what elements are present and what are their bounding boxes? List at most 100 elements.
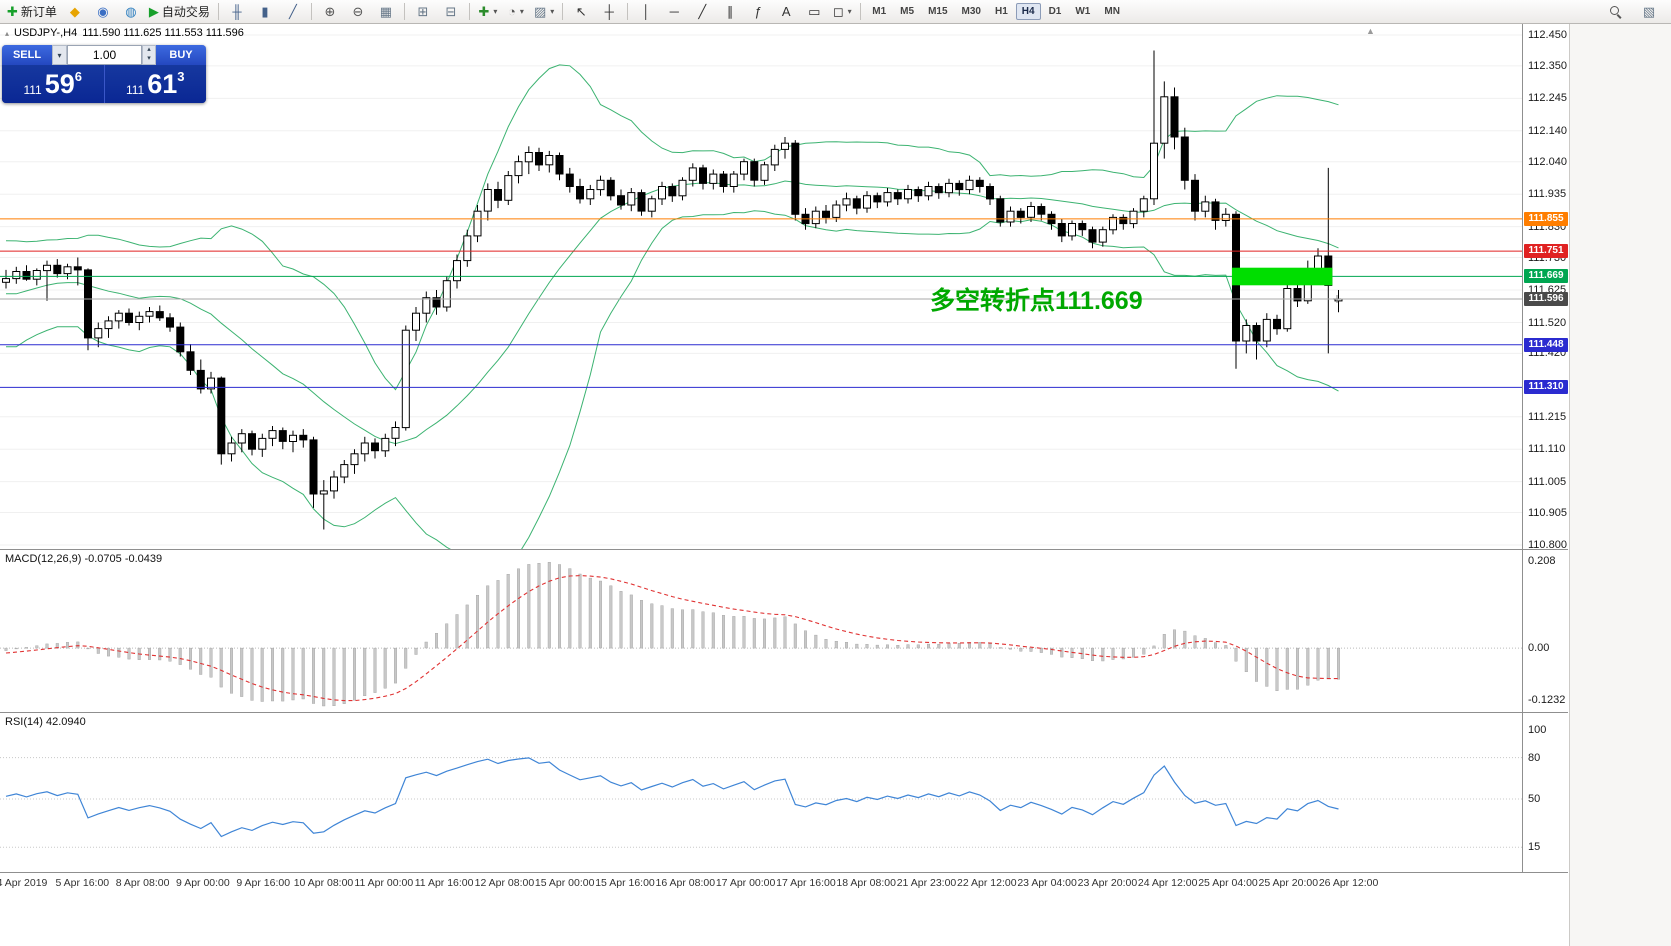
chart-shift-marker[interactable]: ▲ — [1366, 26, 1375, 36]
price-tick-label: 111.935 — [1528, 188, 1567, 201]
volume-input[interactable] — [67, 45, 142, 65]
trendline-icon[interactable]: ╱ — [688, 1, 716, 23]
price-tick-label: 111.215 — [1528, 410, 1567, 423]
market-watch-icon[interactable]: ◉ — [89, 1, 117, 23]
price-tick-label: 110.905 — [1528, 506, 1567, 519]
rsi-panel[interactable] — [0, 712, 1522, 872]
buy-button[interactable]: BUY — [156, 45, 206, 65]
price-tick-label: 112.350 — [1528, 59, 1567, 72]
community-icon[interactable]: ◍ — [117, 1, 145, 23]
sell-price[interactable]: 111 59 6 — [2, 65, 105, 103]
cursor-icon-glyph: ↖ — [575, 4, 587, 19]
timeframe-h1-button[interactable]: H1 — [994, 6, 1008, 17]
volume-dropdown[interactable]: ▾ — [52, 45, 67, 65]
candle — [1324, 167, 1333, 354]
panel-splitter[interactable] — [0, 549, 1568, 550]
level-price-badge: 111.310 — [1524, 380, 1568, 395]
sell-price-big: 59 — [44, 69, 75, 99]
candle — [412, 307, 420, 341]
timeframe-m30-button[interactable]: M30 — [961, 6, 981, 17]
candle — [770, 144, 779, 171]
candle — [196, 359, 205, 394]
cascade-windows-icon[interactable]: ⊟ — [437, 1, 465, 23]
timeframe-d1-button[interactable]: D1 — [1048, 6, 1062, 17]
horizontal-line-icon[interactable]: ─ — [660, 1, 688, 23]
magnifier-glyph — [1608, 4, 1623, 19]
candle — [1068, 220, 1076, 241]
tile-windows-icon[interactable]: ⊞ — [409, 1, 437, 23]
charts-profile-icon-glyph: ◆ — [69, 4, 80, 19]
crosshair-icon[interactable]: ┼ — [595, 1, 623, 23]
charts-profile-icon[interactable]: ◆ — [61, 1, 89, 23]
candle — [1191, 174, 1199, 221]
line-chart-icon[interactable]: ╱ — [279, 1, 307, 23]
cursor-icon[interactable]: ↖ — [567, 1, 595, 23]
sell-button[interactable]: SELL — [2, 45, 52, 65]
candle — [1242, 319, 1251, 354]
volume-increase-button[interactable]: ▴ — [147, 46, 151, 53]
channel-icon[interactable]: ∥ — [716, 1, 744, 23]
shapes-icon[interactable]: ◻ ▾ — [828, 1, 856, 23]
bollinger-lower-line — [6, 210, 1339, 549]
candlestick-chart-icon[interactable]: ▮ — [251, 1, 279, 23]
highlight-rectangle[interactable] — [1231, 267, 1333, 286]
price-axis[interactable]: 112.450 112.350 112.245 112.140 112.040 111.9… — [1522, 24, 1568, 872]
candle — [1160, 81, 1169, 159]
layers-icon[interactable]: ▧ — [1635, 1, 1663, 23]
search-icon[interactable] — [1601, 1, 1629, 23]
zoom-in-icon-glyph: ⊕ — [324, 4, 336, 19]
candle — [514, 155, 523, 184]
candle — [217, 376, 226, 465]
label-icon[interactable]: ▭ — [800, 1, 828, 23]
templates-icon[interactable]: ▨ ▾ — [530, 1, 558, 23]
periods-icon-glyph: ◔ — [508, 4, 516, 19]
grid-icon[interactable]: ▦ — [372, 1, 400, 23]
candle — [596, 175, 605, 196]
volume-decrease-button[interactable]: ▾ — [147, 55, 151, 62]
price-chart[interactable] — [0, 24, 1522, 549]
panel-splitter[interactable] — [0, 872, 1568, 873]
timeframe-m5-button[interactable]: M5 — [900, 6, 915, 17]
ohlc-bars-icon[interactable]: ╫ — [223, 1, 251, 23]
horizontal-line-icon-glyph: ─ — [669, 4, 679, 19]
candle — [237, 429, 246, 453]
new-order-button[interactable]: ✚ 新订单 — [3, 1, 61, 23]
macd-panel[interactable] — [0, 549, 1522, 712]
time-axis[interactable]: 4 Apr 2019 5 Apr 16:00 8 Apr 08:00 9 Apr 00… — [0, 872, 1568, 898]
periods-icon[interactable]: ◔ ▾ — [502, 1, 530, 23]
candle — [1119, 214, 1128, 230]
candle — [176, 322, 185, 357]
indicators-icon[interactable]: ✚ ▾ — [474, 1, 502, 23]
macd-axis-label: 0.00 — [1528, 642, 1550, 655]
chart-window[interactable]: ▴ USDJPY-,H4 111.590 111.625 111.553 111… — [0, 24, 1671, 946]
candle — [760, 161, 769, 185]
timeframe-m15-button[interactable]: M15 — [928, 6, 948, 17]
price-tick-label: 110.800 — [1528, 539, 1567, 551]
timeframe-w1-button[interactable]: W1 — [1075, 6, 1091, 17]
candle — [883, 188, 892, 207]
panel-splitter[interactable] — [0, 712, 1568, 713]
candle — [299, 429, 308, 448]
zoom-in-icon[interactable]: ⊕ — [316, 1, 344, 23]
autotrading-button[interactable]: ▶ 自动交易 — [145, 1, 214, 23]
rsi-indicator-label: RSI(14) 42.0940 — [5, 716, 86, 728]
candle — [699, 164, 707, 190]
candle — [381, 433, 390, 457]
candle — [863, 191, 871, 213]
layers-icon-glyph: ▧ — [1642, 4, 1656, 19]
timeframe-m1-button[interactable]: M1 — [872, 6, 887, 17]
timeframe-mn-button[interactable]: MN — [1104, 6, 1120, 17]
fibonacci-icon[interactable]: ƒ — [744, 1, 772, 23]
zoom-out-icon[interactable]: ⊖ — [344, 1, 372, 23]
vertical-line-icon[interactable]: │ — [632, 1, 660, 23]
candle — [1129, 208, 1138, 229]
candle — [658, 181, 666, 205]
timeframe-h4-button[interactable]: H4 — [1015, 3, 1041, 20]
candle — [442, 276, 451, 312]
text-icon[interactable]: A — [772, 1, 800, 23]
buy-price[interactable]: 111 61 3 — [105, 65, 207, 103]
chart-annotation-text[interactable]: 多空转折点111.669 — [930, 287, 1143, 315]
toolbar-separator — [403, 3, 405, 20]
cascade-windows-icon-glyph: ⊟ — [445, 4, 457, 19]
